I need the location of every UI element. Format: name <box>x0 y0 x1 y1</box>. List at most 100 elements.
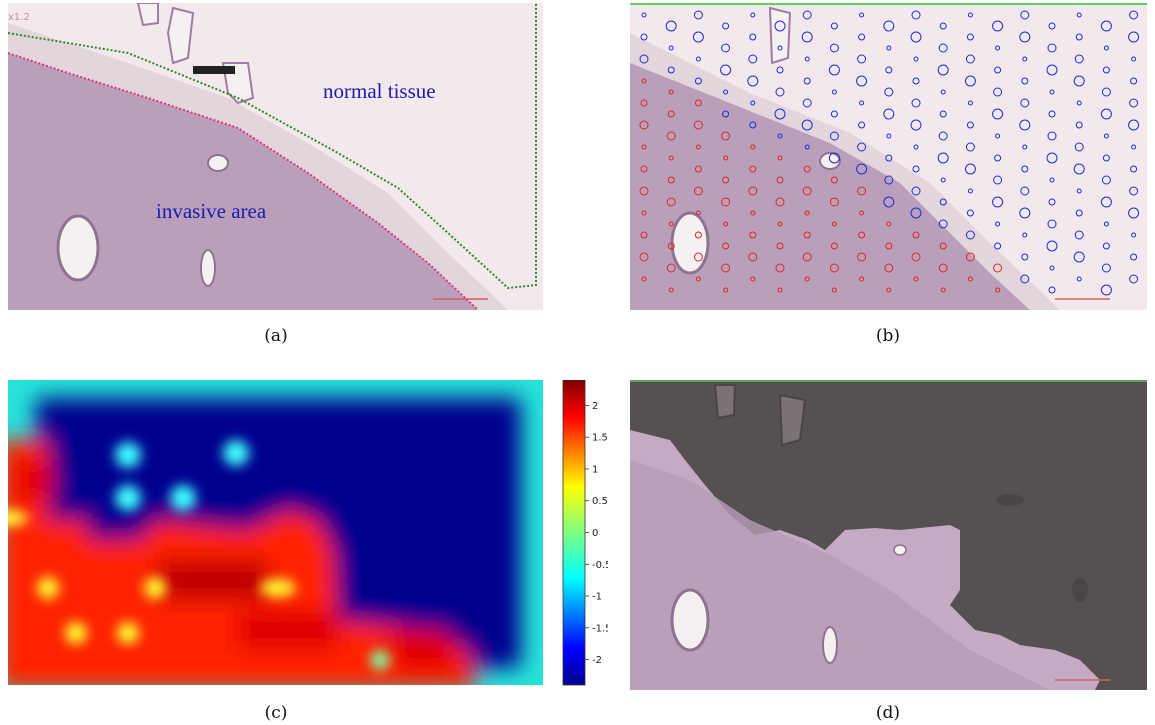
normal-marker <box>1103 45 1109 51</box>
normal-marker <box>1075 209 1083 217</box>
normal-marker <box>1129 274 1139 284</box>
normal-marker <box>1131 56 1137 62</box>
normal-marker <box>994 242 1002 250</box>
normal-marker <box>995 133 1001 139</box>
invasive-marker <box>775 263 785 273</box>
invasive-marker <box>859 276 865 282</box>
colorbar-tick-label: 1.5 <box>592 433 608 444</box>
normal-marker <box>856 163 868 175</box>
normal-marker <box>1021 77 1029 85</box>
invasive-marker <box>886 221 892 227</box>
invasive-marker <box>804 276 810 282</box>
invasive-marker <box>802 186 812 196</box>
invasive-marker <box>695 276 701 282</box>
normal-marker <box>748 54 758 64</box>
normal-marker <box>829 43 839 53</box>
normal-marker <box>967 188 973 194</box>
normal-marker <box>1101 263 1111 273</box>
invasive-marker <box>723 155 729 161</box>
panel-d-image <box>630 380 1147 690</box>
colorbar-tick-label: 2 <box>592 401 598 412</box>
invasive-marker <box>693 186 703 196</box>
normal-marker <box>1046 64 1058 76</box>
invasive-marker <box>830 242 838 250</box>
normal-marker <box>1128 119 1140 131</box>
invasive-marker <box>723 221 729 227</box>
normal-marker <box>693 10 703 20</box>
normal-marker <box>1022 144 1028 150</box>
normal-marker <box>1101 175 1111 185</box>
normal-marker <box>1048 198 1056 206</box>
marker-grid <box>639 10 1140 296</box>
invasive-marker <box>831 287 837 293</box>
normal-marker <box>966 209 974 217</box>
normal-marker <box>775 87 785 97</box>
normal-marker <box>883 20 895 32</box>
colorbar-ticks: 2 1.5 1 0.5 0 -0.5 -1 -1.5 -2 <box>585 401 608 666</box>
normal-marker <box>722 110 730 118</box>
normal-marker <box>1075 33 1083 41</box>
normal-marker <box>830 22 838 30</box>
normal-marker <box>1048 286 1056 294</box>
invasive-marker <box>748 252 758 262</box>
normal-marker <box>886 45 892 51</box>
normal-marker <box>992 196 1004 208</box>
normal-marker <box>1130 165 1138 173</box>
normal-marker <box>774 108 786 120</box>
invasive-marker <box>775 197 785 207</box>
normal-marker <box>720 64 732 76</box>
invasive-marker <box>884 263 894 273</box>
colorbar-tick-label: 1 <box>592 464 598 475</box>
panel-b-image <box>630 3 1147 310</box>
normal-marker <box>913 56 919 62</box>
invasive-marker <box>913 276 919 282</box>
normal-marker <box>884 175 894 185</box>
normal-marker <box>1129 186 1139 196</box>
panel-d <box>630 380 1147 690</box>
invasive-marker <box>722 176 730 184</box>
normal-boundary <box>8 3 537 290</box>
normal-marker <box>1047 43 1057 53</box>
normal-marker <box>801 119 813 131</box>
normal-marker <box>857 142 867 152</box>
normal-marker <box>777 133 783 139</box>
normal-marker <box>668 45 674 51</box>
invasive-marker <box>722 242 730 250</box>
invasive-marker <box>750 276 756 282</box>
invasive-marker <box>940 287 946 293</box>
normal-marker <box>828 152 840 164</box>
normal-marker <box>858 121 866 129</box>
panel-a: x1.2 normal tissue invasive area <box>8 3 543 310</box>
normal-marker <box>965 142 975 152</box>
invasive-marker <box>802 252 812 262</box>
normal-marker <box>803 77 811 85</box>
normal-marker <box>804 56 810 62</box>
invasive-marker <box>748 186 758 196</box>
invasive-marker <box>668 221 674 227</box>
normal-marker <box>640 33 648 41</box>
normal-marker <box>665 20 677 32</box>
normal-marker <box>1102 66 1110 74</box>
normal-marker <box>722 22 730 30</box>
normal-marker <box>939 198 947 206</box>
normal-marker <box>1020 98 1030 108</box>
invasive-marker <box>694 231 702 239</box>
colorbar-tick-label: -1.5 <box>592 623 608 634</box>
invasive-boundary <box>8 52 479 310</box>
normal-marker <box>1128 31 1140 43</box>
invasive-marker <box>830 176 838 184</box>
invasive-marker <box>777 155 783 161</box>
normal-marker <box>1073 75 1085 87</box>
invasive-marker <box>829 197 839 207</box>
invasive-marker <box>667 176 675 184</box>
normal-marker <box>1048 22 1056 30</box>
invasive-marker <box>666 197 676 207</box>
colorbar-tick-label: 0 <box>592 528 598 539</box>
colorbar-tick-label: -0.5 <box>592 560 608 571</box>
invasive-marker <box>640 165 648 173</box>
normal-marker <box>965 54 975 64</box>
normal-marker <box>858 33 866 41</box>
invasive-marker <box>667 242 675 250</box>
normal-marker <box>1048 110 1056 118</box>
invasive-marker <box>668 287 674 293</box>
